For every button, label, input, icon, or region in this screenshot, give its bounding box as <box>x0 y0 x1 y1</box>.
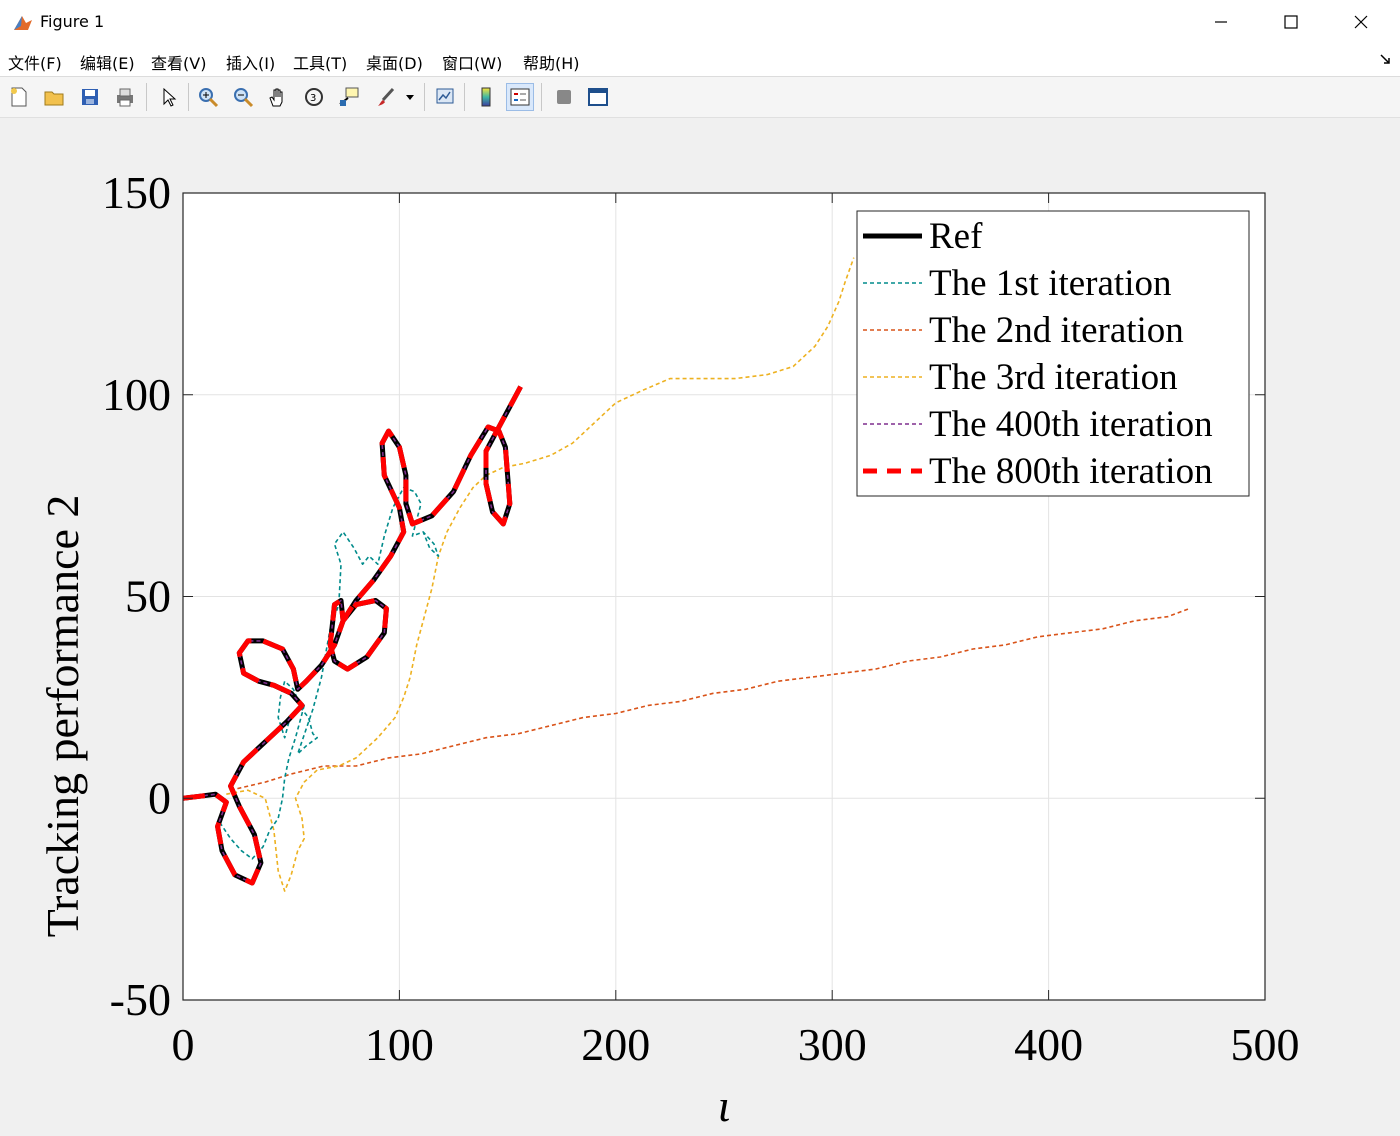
menu-bar: 文件(F) 编辑(E) 查看(V) 插入(I) 工具(T) 桌面(D) 窗口(W… <box>0 44 1400 77</box>
minimize-icon <box>1215 21 1227 23</box>
close-icon <box>1354 15 1368 29</box>
menu-insert[interactable]: 插入(I) <box>226 54 276 73</box>
x-tick-label: 200 <box>581 1019 650 1070</box>
legend-label-4: The 400th iteration <box>929 404 1213 445</box>
x-tick-label: 0 <box>172 1019 195 1070</box>
window-titlebar: Figure 1 <box>0 0 1400 44</box>
svg-text:3: 3 <box>310 93 316 104</box>
save-icon <box>82 89 98 105</box>
x-tick-label: 100 <box>365 1019 434 1070</box>
y-tick-label: 150 <box>102 167 171 218</box>
colorbar-icon <box>481 87 491 107</box>
pointer-icon <box>163 87 177 107</box>
show-plot-tools-icon <box>588 88 608 106</box>
dock-arrow-icon[interactable] <box>1378 52 1392 66</box>
legend-label-3: The 3rd iteration <box>929 357 1178 398</box>
rotate-3d-icon: 3 <box>305 88 323 106</box>
pan-button[interactable] <box>264 83 292 111</box>
toolbar-separator <box>146 83 147 111</box>
legend[interactable]: Ref The 1st iteration The 2nd iteration The… <box>856 210 1250 497</box>
series-line-2 <box>230 607 1190 791</box>
chevron-down-icon <box>406 95 414 100</box>
window-title: Figure 1 <box>40 12 105 31</box>
menu-window[interactable]: 窗口(W) <box>442 54 503 73</box>
y-tick-label: 0 <box>148 772 171 823</box>
hide-plot-tools-icon <box>557 90 571 104</box>
data-cursor-icon <box>339 87 359 106</box>
open-file-icon <box>44 91 64 106</box>
save-button[interactable] <box>76 83 104 111</box>
x-axis-label: ι <box>718 1080 731 1131</box>
zoom-out-button[interactable] <box>229 83 257 111</box>
toolbar-separator <box>541 83 542 111</box>
series-line-3 <box>226 257 855 892</box>
open-file-button[interactable] <box>40 83 68 111</box>
menu-file[interactable]: 文件(F) <box>8 54 62 73</box>
y-tick-label: -50 <box>110 974 171 1025</box>
legend-label-5: The 800th iteration <box>929 451 1213 492</box>
plot-series <box>183 257 1190 892</box>
maximize-icon <box>1284 15 1298 29</box>
x-tick-label: 400 <box>1014 1019 1083 1070</box>
hide-plot-tools-button[interactable] <box>550 83 578 111</box>
legend-label-2: The 2nd iteration <box>929 310 1184 351</box>
menu-view[interactable]: 查看(V) <box>151 54 207 73</box>
legend-label-1: The 1st iteration <box>929 263 1172 304</box>
menu-edit[interactable]: 编辑(E) <box>80 54 135 73</box>
series-line-5 <box>183 385 523 886</box>
legend-button[interactable] <box>506 83 534 111</box>
link-plot-button[interactable] <box>431 83 459 111</box>
link-plot-icon <box>436 88 454 104</box>
y-tick-label: 50 <box>125 571 171 622</box>
legend-label-0: Ref <box>929 216 983 257</box>
toolbar-separator <box>188 83 189 111</box>
legend-box <box>856 210 1250 497</box>
series-line-1 <box>219 486 440 860</box>
minimize-button[interactable] <box>1186 0 1256 44</box>
toolbar-separator <box>464 83 465 111</box>
data-cursor-button[interactable] <box>335 83 363 111</box>
menu-tools[interactable]: 工具(T) <box>293 54 348 73</box>
menu-help[interactable]: 帮助(H) <box>523 54 580 73</box>
zoom-in-icon <box>199 88 219 108</box>
brush-icon <box>378 87 395 106</box>
zoom-out-icon <box>234 88 254 108</box>
rotate-3d-button[interactable]: 3 <box>300 83 328 111</box>
menu-desktop[interactable]: 桌面(D) <box>366 54 423 73</box>
print-button[interactable] <box>111 83 139 111</box>
y-tick-label: 100 <box>102 369 171 420</box>
new-figure-button[interactable] <box>5 83 33 111</box>
new-figure-icon <box>11 87 27 107</box>
print-icon <box>117 88 133 107</box>
pointer-button[interactable] <box>154 83 182 111</box>
x-tick-label: 500 <box>1231 1019 1300 1070</box>
legend-icon <box>510 88 530 106</box>
x-tick-label: 300 <box>798 1019 867 1070</box>
pan-hand-icon <box>269 88 283 107</box>
brush-dropdown[interactable] <box>403 83 417 111</box>
zoom-in-button[interactable] <box>194 83 222 111</box>
figure-toolbar: 3 <box>0 77 1400 118</box>
toolbar-separator <box>424 83 425 111</box>
maximize-button[interactable] <box>1256 0 1326 44</box>
show-plot-tools-button[interactable] <box>584 83 612 111</box>
y-axis-label: Tracking performance 2 <box>37 495 88 938</box>
brush-button[interactable] <box>372 83 400 111</box>
close-button[interactable] <box>1326 0 1396 44</box>
colorbar-button[interactable] <box>472 83 500 111</box>
matlab-logo-icon <box>14 16 32 30</box>
